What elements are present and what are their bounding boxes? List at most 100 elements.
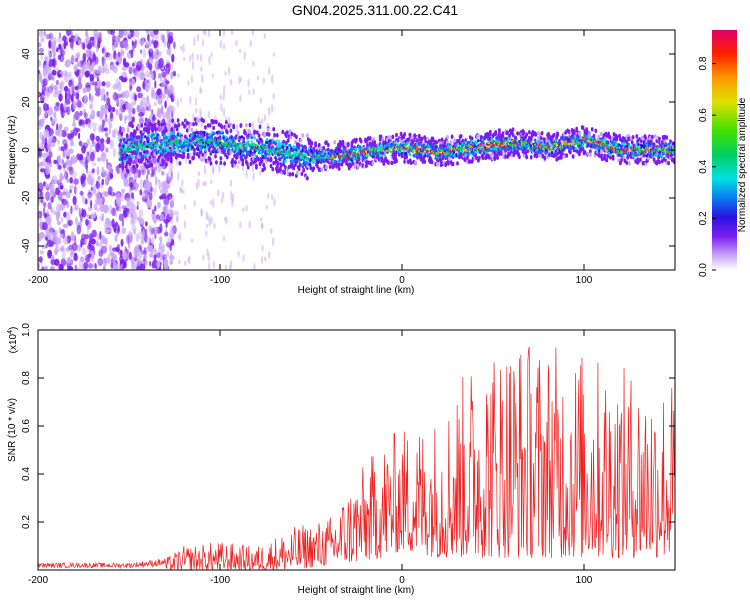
noise-blob [134, 39, 137, 45]
ridge-outer [163, 121, 166, 127]
ridge-outer [304, 145, 307, 150]
ridge-mid [185, 149, 188, 153]
noise-blob [103, 118, 109, 123]
noise-blob [139, 189, 143, 196]
ridge-outer [239, 123, 243, 128]
ridge-mid [280, 155, 284, 160]
noise-blob [69, 85, 73, 94]
noise-blob [78, 68, 85, 78]
speckle-blob [202, 181, 205, 187]
ridge-outer [522, 130, 526, 135]
noise-blob [125, 197, 132, 203]
noise-blob [156, 126, 162, 132]
speckle-blob [268, 251, 271, 259]
noise-blob [145, 106, 150, 111]
noise-blob [38, 182, 44, 192]
ridge-core [202, 137, 205, 140]
speckle-blob [266, 123, 269, 128]
ridge-outer [379, 134, 383, 139]
noise-blob [75, 92, 79, 100]
ridge-outer [275, 158, 278, 163]
ridge-mid [250, 135, 254, 140]
ridge-outer [508, 133, 511, 138]
noise-blob [95, 70, 102, 75]
ridge-mid [223, 138, 226, 142]
noise-blob [159, 213, 165, 222]
ridge-outer [528, 130, 531, 135]
noise-blob [40, 141, 44, 150]
ridge-outer [387, 160, 390, 165]
ridge-outer [257, 133, 261, 138]
noise-blob [156, 112, 160, 117]
ridge-outer [571, 154, 575, 159]
noise-blob [80, 119, 85, 126]
noise-blob [131, 216, 135, 224]
noise-blob [116, 167, 122, 174]
noise-blob [115, 98, 119, 105]
ridge-outer [615, 134, 619, 140]
speckle-blob [200, 209, 204, 217]
noise-blob [148, 191, 153, 202]
noise-blob [148, 49, 151, 57]
ridge-core [530, 142, 534, 145]
figure-title: GN04.2025.311.00.22.C41 [292, 2, 459, 18]
ridge-mid [144, 135, 147, 139]
ridge-mid [295, 156, 298, 160]
speckle-blob [202, 254, 205, 261]
noise-blob [161, 181, 167, 191]
ridge-outer [260, 159, 264, 164]
ridge-outer [440, 137, 444, 142]
speckle-blob [247, 78, 250, 88]
ridge-outer [244, 131, 247, 136]
ridge-outer [242, 136, 246, 141]
noise-blob [42, 93, 45, 99]
noise-blob [122, 40, 129, 48]
noise-blob [53, 235, 60, 243]
noise-blob [96, 233, 101, 241]
ridge-mid [165, 135, 168, 139]
speckle-blob [180, 97, 183, 103]
ridge-outer [617, 158, 620, 163]
ridge-mid [264, 155, 267, 159]
noise-blob [99, 230, 102, 240]
ridge-outer [124, 143, 128, 149]
ridge-outer [496, 155, 499, 160]
noise-blob [120, 171, 123, 177]
noise-blob [89, 36, 95, 41]
ridge-outer [420, 136, 424, 141]
noise-blob [115, 196, 122, 207]
speckle-blob [242, 254, 245, 263]
ridge-outer [298, 162, 302, 168]
speckle-blob [195, 108, 198, 114]
speckle-blob [261, 223, 264, 229]
ridge-outer [457, 138, 461, 144]
ridge-outer [539, 136, 543, 141]
ridge-core [304, 154, 307, 157]
ridge-outer [342, 158, 346, 163]
noise-blob [151, 228, 156, 234]
noise-blob [45, 165, 50, 176]
ridge-mid [297, 146, 301, 150]
noise-blob [57, 155, 61, 166]
ridge-mid [378, 154, 382, 158]
speckle-blob [168, 49, 172, 58]
noise-blob [97, 258, 104, 266]
noise-blob [158, 180, 161, 190]
ridge-outer [569, 150, 572, 155]
noise-blob [164, 231, 169, 237]
noise-blob [107, 253, 110, 262]
ridge-mid [136, 148, 140, 152]
noise-blob [127, 200, 131, 206]
ridge-outer [137, 125, 141, 130]
ridge-outer [128, 161, 132, 166]
noise-blob [136, 200, 140, 207]
ridge-core [402, 149, 405, 152]
ridge-core [224, 141, 227, 144]
noise-blob [118, 75, 124, 80]
noise-blob [115, 108, 119, 116]
ridge-outer [169, 158, 173, 164]
ridge-outer [488, 155, 491, 160]
noise-blob [123, 76, 128, 82]
noise-blob [139, 179, 145, 189]
ridge-mid [208, 133, 212, 137]
